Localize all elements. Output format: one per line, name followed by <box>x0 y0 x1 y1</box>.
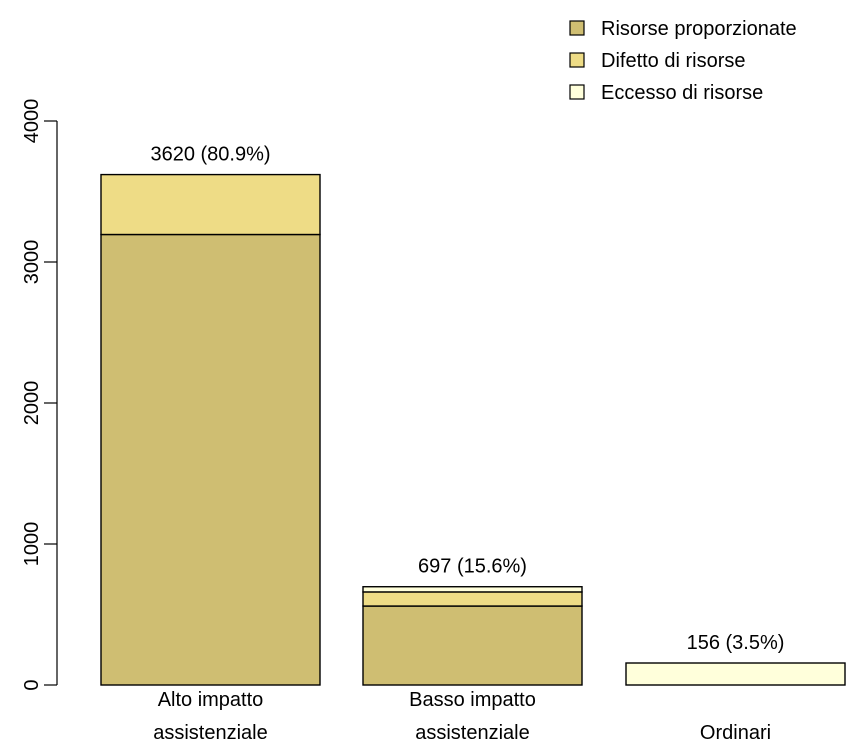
y-tick-label: 3000 <box>21 240 43 285</box>
legend-swatch <box>569 52 585 68</box>
bar-segment <box>625 662 846 686</box>
y-tick-label: 2000 <box>21 381 43 426</box>
bar-value-label: 156 (3.5%) <box>687 632 785 654</box>
bar-segment <box>362 605 583 686</box>
bar-value-label: 697 (15.6%) <box>418 556 527 578</box>
x-axis-labels: Alto impatto assistenziale Basso impatto as… <box>153 689 771 744</box>
legend-label: Difetto di risorse <box>601 50 746 72</box>
y-tick-label: 4000 <box>21 99 43 144</box>
legend-label: Eccesso di risorse <box>601 82 763 104</box>
x-tick-label: assistenziale <box>153 722 268 744</box>
x-tick-label: Alto impatto <box>158 689 264 711</box>
x-tick-label: Basso impatto <box>409 689 536 711</box>
bar-segment <box>100 173 321 236</box>
legend-label: Risorse proporzionate <box>601 18 797 40</box>
x-tick-label: Ordinari <box>700 722 771 744</box>
y-axis: 0 1000 2000 3000 4000 <box>21 99 58 691</box>
bar-segment <box>100 233 321 686</box>
bar-segment <box>362 591 583 607</box>
legend: Risorse proporzionate Difetto di risorse E… <box>569 18 797 104</box>
bar-segment <box>362 586 583 593</box>
y-tick-label: 1000 <box>21 522 43 567</box>
bar-value-labels: 3620 (80.9%) 697 (15.6%) 156 (3.5%) <box>150 144 784 654</box>
bar-value-label: 3620 (80.9%) <box>150 144 270 166</box>
x-tick-label: assistenziale <box>415 722 530 744</box>
legend-swatch <box>569 84 585 100</box>
legend-swatch <box>569 20 585 36</box>
y-tick-label: 0 <box>21 679 43 690</box>
bars <box>100 173 846 686</box>
